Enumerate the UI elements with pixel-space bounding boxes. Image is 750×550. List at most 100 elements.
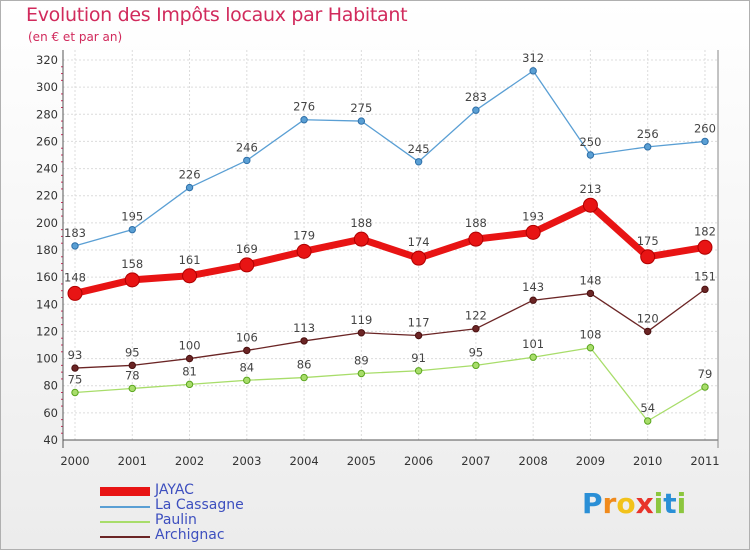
data-point-jayac	[67, 285, 83, 301]
data-point-jayac	[640, 249, 656, 265]
data-point-la-cassagne	[185, 183, 194, 192]
data-label-la-cassagne: 276	[293, 100, 315, 114]
data-label-archignac: 119	[350, 313, 372, 327]
y-tick-label: 100	[36, 352, 58, 366]
data-label-archignac: 151	[694, 269, 716, 283]
logo-letter: x	[635, 487, 654, 520]
data-label-archignac: 113	[293, 321, 315, 335]
data-label-jayac: 174	[408, 235, 430, 249]
data-label-archignac: 120	[637, 311, 659, 325]
series-line-la-cassagne	[74, 70, 706, 247]
data-label-jayac: 169	[236, 242, 258, 256]
data-point-archignac	[701, 285, 709, 294]
data-point-jayac	[239, 257, 255, 273]
data-point-la-cassagne	[701, 137, 709, 146]
data-label-jayac: 158	[121, 257, 143, 271]
data-point-la-cassagne	[414, 158, 423, 166]
data-label-paulin: 101	[522, 337, 544, 351]
data-label-la-cassagne: 256	[637, 127, 659, 141]
chart-subtitle: (en € et par an)	[28, 30, 123, 44]
data-label-la-cassagne: 183	[64, 226, 86, 240]
y-tick-label: 320	[36, 53, 58, 67]
y-tick-label: 120	[36, 324, 58, 338]
data-label-jayac: 148	[64, 270, 86, 284]
y-tick-label: 160	[36, 270, 58, 284]
x-tick-label: 2003	[232, 454, 261, 468]
data-point-la-cassagne	[357, 117, 366, 125]
data-point-la-cassagne	[644, 143, 652, 151]
data-label-paulin: 78	[125, 368, 140, 382]
series-line-paulin	[74, 347, 706, 422]
data-label-archignac: 95	[125, 345, 140, 359]
legend-swatch	[100, 487, 150, 496]
legend-swatch	[100, 536, 150, 538]
data-point-archignac	[128, 361, 136, 370]
legend-label: Paulin	[155, 512, 197, 528]
x-tick-label: 2002	[175, 454, 204, 468]
logo-letter: r	[602, 487, 617, 520]
data-point-jayac	[124, 272, 140, 288]
legend-swatch	[100, 521, 150, 523]
data-point-la-cassagne	[586, 151, 595, 159]
data-label-archignac: 93	[68, 348, 83, 362]
data-point-paulin	[529, 353, 537, 361]
plot-area	[63, 50, 718, 440]
data-label-la-cassagne: 312	[522, 51, 544, 65]
data-label-la-cassagne: 245	[408, 142, 430, 156]
data-label-jayac: 161	[179, 253, 201, 267]
data-label-paulin: 75	[68, 373, 83, 387]
data-label-jayac: 188	[465, 216, 487, 230]
data-label-jayac: 188	[350, 216, 372, 230]
data-point-paulin	[357, 369, 366, 378]
data-label-paulin: 81	[182, 364, 197, 378]
x-tick-label: 2008	[519, 454, 548, 468]
x-tick-label: 2005	[347, 454, 376, 468]
data-point-jayac	[411, 250, 427, 266]
data-label-la-cassagne: 226	[179, 168, 201, 182]
data-label-jayac: 182	[694, 224, 716, 238]
data-point-la-cassagne	[529, 67, 537, 75]
x-tick-label: 2004	[289, 454, 318, 468]
data-point-archignac	[300, 337, 308, 345]
data-label-la-cassagne: 275	[350, 101, 372, 115]
data-label-jayac: 179	[293, 228, 315, 242]
data-point-paulin	[300, 373, 308, 382]
y-tick-label: 40	[43, 433, 58, 447]
legend-swatch	[100, 506, 150, 508]
data-point-archignac	[586, 289, 595, 298]
data-point-jayac	[353, 231, 369, 247]
data-label-la-cassagne: 250	[579, 135, 601, 149]
data-point-paulin	[71, 388, 79, 397]
y-tick-label: 240	[36, 162, 58, 176]
data-point-jayac	[468, 231, 484, 247]
data-label-paulin: 89	[354, 354, 369, 368]
data-point-la-cassagne	[243, 156, 251, 165]
y-tick-label: 280	[36, 107, 58, 121]
data-label-archignac: 148	[579, 273, 601, 287]
data-label-la-cassagne: 195	[121, 210, 143, 224]
series-line-jayac	[74, 201, 706, 297]
data-point-la-cassagne	[128, 225, 136, 234]
data-label-jayac: 213	[579, 182, 601, 196]
data-point-jayac	[697, 239, 713, 255]
data-label-paulin: 86	[297, 358, 312, 372]
logo-letter: o	[616, 487, 636, 520]
x-tick-label: 2007	[461, 454, 490, 468]
series-line-archignac	[74, 288, 706, 369]
data-label-paulin: 84	[239, 360, 254, 374]
data-label-archignac: 143	[522, 280, 544, 294]
y-tick-label: 140	[36, 297, 58, 311]
x-tick-label: 2006	[404, 454, 433, 468]
data-label-archignac: 100	[179, 339, 201, 353]
data-point-archignac	[529, 296, 537, 304]
legend-label: Archignac	[155, 527, 225, 543]
data-point-jayac	[582, 197, 598, 213]
data-point-archignac	[414, 331, 423, 340]
x-tick-label: 2001	[118, 454, 147, 468]
data-point-jayac	[296, 243, 312, 259]
proxiti-logo: Proxiti	[582, 487, 686, 520]
data-point-paulin	[414, 367, 423, 375]
data-label-paulin: 54	[640, 401, 655, 415]
data-point-archignac	[357, 329, 366, 337]
